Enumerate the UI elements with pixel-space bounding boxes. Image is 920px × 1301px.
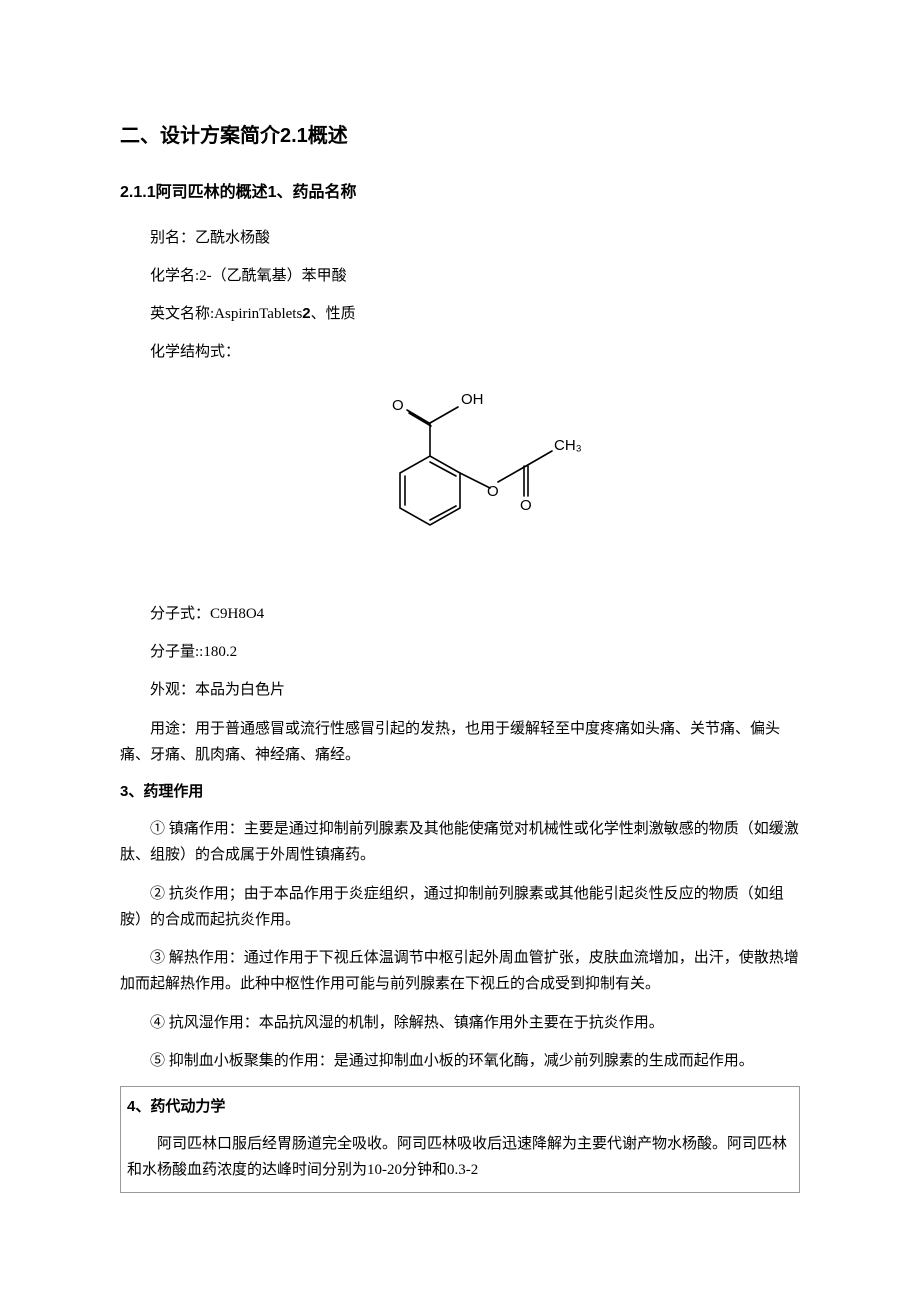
pharmacology-item-5: ⑤ 抑制血小板聚集的作用：是通过抑制血小板的环氧化酶，减少前列腺素的生成而起作用… bbox=[120, 1048, 800, 1074]
label-oh: OH bbox=[461, 391, 484, 408]
english-value-prefix: AspirinTablets bbox=[214, 306, 302, 322]
appearance-value: 本品为白色片 bbox=[195, 682, 285, 698]
mw-value: :180.2 bbox=[199, 644, 237, 660]
label-o-acetyl: O bbox=[520, 497, 532, 514]
label-ch3: CH₃ bbox=[554, 437, 582, 454]
chemname-value: 2-（乙酰氧基）苯甲酸 bbox=[199, 268, 347, 284]
label-o-acid: O bbox=[392, 397, 404, 414]
pharmacokinetics-text: 阿司匹林口服后经胃肠道完全吸收。阿司匹林吸收后迅速降解为主要代谢产物水杨酸。阿司… bbox=[123, 1131, 791, 1184]
structure-label-row: 化学结构式： bbox=[120, 340, 800, 364]
pharmacology-item-1: ① 镇痛作用：主要是通过抑制前列腺素及其他能使痛觉对机械性或化学性刺激敏感的物质… bbox=[120, 816, 800, 869]
structure-diagram: O OH O O CH₃ bbox=[120, 378, 800, 586]
english-value-bold: 2 bbox=[302, 305, 310, 322]
chemname-label: 化学名: bbox=[150, 268, 199, 284]
structure-label: 化学结构式： bbox=[150, 344, 240, 360]
mw-row: 分子量::180.2 bbox=[120, 640, 800, 664]
section-heading: 二、设计方案简介2.1概述 bbox=[120, 120, 800, 152]
formula-row: 分子式：C9H8O4 bbox=[120, 602, 800, 626]
pharmacology-item-3: ③ 解热作用：通过作用于下视丘体温调节中枢引起外周血管扩张，皮肤血流增加，出汗，… bbox=[120, 945, 800, 998]
subsection-heading: 2.1.1阿司匹林的概述1、药品名称 bbox=[120, 180, 800, 206]
mw-label: 分子量: bbox=[150, 644, 199, 660]
aspirin-structure-svg: O OH O O CH₃ bbox=[330, 378, 590, 578]
drug-alias-row: 别名：乙酰水杨酸 bbox=[120, 226, 800, 250]
usage-label: 用途： bbox=[150, 721, 195, 737]
pharmacokinetics-heading: 4、药代动力学 bbox=[123, 1095, 791, 1119]
appearance-row: 外观：本品为白色片 bbox=[120, 678, 800, 702]
usage-paragraph: 用途：用于普通感冒或流行性感冒引起的发热，也用于缓解轻至中度疼痛如头痛、关节痛、… bbox=[120, 716, 800, 769]
alias-value: 乙酰水杨酸 bbox=[195, 230, 270, 246]
pharmacology-item-2: ② 抗炎作用；由于本品作用于炎症组织，通过抑制前列腺素或其他能引起炎性反应的物质… bbox=[120, 881, 800, 934]
english-label: 英文名称: bbox=[150, 306, 214, 322]
alias-label: 别名： bbox=[150, 230, 195, 246]
english-value-suffix: 、性质 bbox=[311, 306, 356, 322]
pharmacokinetics-box: 4、药代动力学 阿司匹林口服后经胃肠道完全吸收。阿司匹林吸收后迅速降解为主要代谢… bbox=[120, 1086, 800, 1193]
usage-value: 用于普通感冒或流行性感冒引起的发热，也用于缓解轻至中度疼痛如头痛、关节痛、偏头痛… bbox=[120, 721, 780, 763]
formula-value: C9H8O4 bbox=[210, 606, 264, 622]
pk-heading-rest: 、药代动力学 bbox=[135, 1098, 225, 1115]
drug-english-row: 英文名称:AspirinTablets2、性质 bbox=[120, 302, 800, 326]
formula-label: 分子式： bbox=[150, 606, 210, 622]
appearance-label: 外观： bbox=[150, 682, 195, 698]
pharmacology-heading: 3、药理作用 bbox=[120, 780, 800, 804]
drug-chemname-row: 化学名:2-（乙酰氧基）苯甲酸 bbox=[120, 264, 800, 288]
label-o-ester: O bbox=[487, 483, 499, 500]
pharmacology-item-4: ④ 抗风湿作用：本品抗风湿的机制，除解热、镇痛作用外主要在于抗炎作用。 bbox=[120, 1010, 800, 1036]
